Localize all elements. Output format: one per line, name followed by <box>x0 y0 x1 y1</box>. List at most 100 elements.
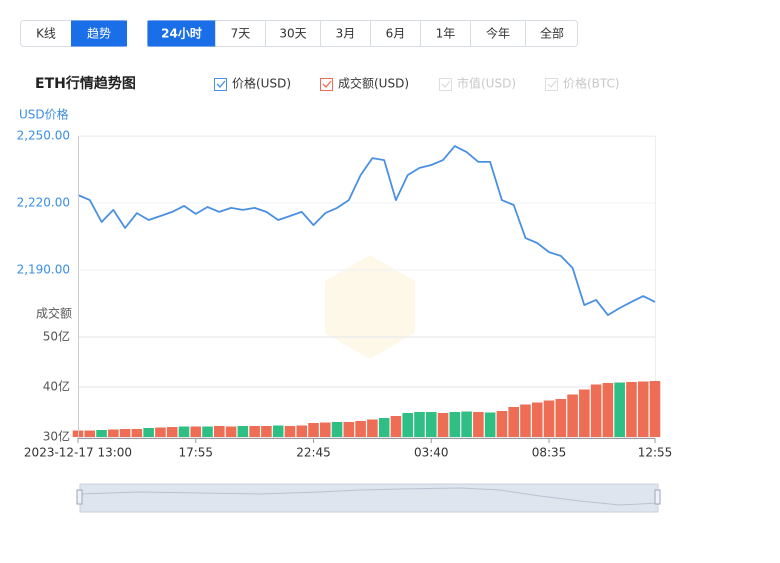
volume-bar <box>284 426 296 437</box>
x-tick-label: 12:55 <box>638 446 673 460</box>
tab[interactable]: 3月 <box>336 27 356 41</box>
legend-label[interactable]: 市值(USD) <box>457 76 516 91</box>
volume-bar <box>202 426 213 437</box>
checkbox[interactable] <box>320 78 333 91</box>
volume-bar <box>567 394 578 437</box>
volume-bar <box>84 430 96 437</box>
checkbox[interactable] <box>439 78 452 91</box>
tab[interactable]: 1年 <box>436 27 456 41</box>
tab-active-bg <box>147 20 216 47</box>
volume-bar <box>496 411 508 437</box>
check <box>547 80 557 88</box>
volume-bar <box>225 426 237 437</box>
volume-bar <box>367 419 378 437</box>
checkbox[interactable] <box>214 78 227 91</box>
volume-bar <box>155 427 166 437</box>
x-tick-label: 2023-12-17 13:00 <box>24 446 132 460</box>
legend: 价格(USD) 成交额(USD) 市值(USD) 价格(BTC) <box>214 76 620 91</box>
volume-bar <box>355 421 366 437</box>
x-tick-label: 22:45 <box>296 446 331 460</box>
legend-label[interactable]: 价格(USD) <box>232 76 291 91</box>
y2-axis-label: 成交额 <box>36 306 72 321</box>
check <box>216 80 226 88</box>
volume-bar <box>331 422 343 437</box>
volume-bar <box>272 425 284 437</box>
volume-bar <box>296 425 308 437</box>
volume-bar <box>261 426 272 437</box>
volume-bar <box>449 412 461 437</box>
volume-bar <box>414 412 425 437</box>
tab[interactable]: 7天 <box>231 27 251 41</box>
tab[interactable]: 今年 <box>486 26 510 41</box>
volume-bar <box>390 416 402 437</box>
legend-label[interactable]: 价格(BTC) <box>563 76 620 91</box>
volume-bar <box>308 423 319 437</box>
checkbox[interactable] <box>545 78 558 91</box>
x-tick-label: 08:35 <box>532 446 567 460</box>
volume-bar <box>178 426 190 437</box>
navigator-window[interactable] <box>79 483 659 513</box>
tab[interactable]: K线 <box>36 27 56 41</box>
volume-bar <box>166 427 178 437</box>
tab-active-bg <box>71 20 127 47</box>
x-tick-label: 17:55 <box>178 446 213 460</box>
volume-bar <box>579 389 590 437</box>
legend-label[interactable]: 成交额(USD) <box>338 76 409 91</box>
navigator[interactable] <box>76 483 661 513</box>
volume-bar <box>484 412 496 437</box>
y2-tick-label: 50亿 <box>43 329 70 344</box>
volume-bar <box>249 426 260 437</box>
tab[interactable]: 趋势 <box>87 27 111 41</box>
volume-bar <box>143 428 154 437</box>
volume-bar <box>319 422 331 437</box>
y2-tick-label: 30亿 <box>43 429 70 444</box>
tab[interactable]: 30天 <box>279 27 306 41</box>
volume-bar <box>190 426 202 437</box>
navigator-handle[interactable] <box>76 489 83 505</box>
period-tabs: 24小时 7天 30天 3月 6月 1年 今年 全部 <box>147 20 578 47</box>
volume-bar <box>214 426 225 437</box>
volume-bar <box>108 429 119 437</box>
volume-bar <box>96 430 107 437</box>
tab[interactable]: 全部 <box>540 26 564 41</box>
volume-bar <box>555 399 567 437</box>
volume-bar <box>131 429 143 437</box>
volume-bar <box>425 412 437 437</box>
volume-bar <box>508 407 519 437</box>
volume-bar <box>461 411 472 437</box>
check <box>441 80 451 88</box>
watermark <box>325 255 415 359</box>
view-tabs: K线 趋势 <box>20 20 127 47</box>
volume-bar <box>237 426 249 437</box>
chart-title: ETH行情趋势图 <box>35 75 136 92</box>
volume-bar <box>614 382 625 437</box>
volume-bar <box>626 382 637 437</box>
volume-bar <box>590 384 602 437</box>
volume-bar <box>378 418 390 437</box>
volume-bar <box>402 413 414 437</box>
y2-tick-label: 40亿 <box>43 379 70 394</box>
volume-bar <box>649 381 661 437</box>
y-tick-label: 2,190.00 <box>17 263 70 277</box>
volume-bar <box>602 383 614 437</box>
price-line <box>77 145 656 316</box>
check <box>322 80 332 88</box>
volume-bar <box>531 402 543 437</box>
volume-bar <box>437 413 449 437</box>
y-tick-label: 2,220.00 <box>17 196 70 210</box>
x-tick-label: 03:40 <box>414 446 449 460</box>
plot: 2,190.00 2,220.00 2,250.00 30亿 40亿 50亿 2023-12… <box>17 129 673 460</box>
navigator-handle[interactable] <box>654 489 661 505</box>
volume-bar <box>119 429 131 437</box>
volume-bar <box>473 412 484 437</box>
volume-bar <box>637 381 649 437</box>
navigator-line <box>79 487 659 506</box>
y-tick-label: 2,250.00 <box>17 129 70 143</box>
volume-bar <box>343 422 355 437</box>
tab[interactable]: 24小时 <box>161 26 202 41</box>
volume-bar <box>543 400 555 437</box>
volume-bar <box>520 404 531 437</box>
tab[interactable]: 6月 <box>386 27 406 41</box>
